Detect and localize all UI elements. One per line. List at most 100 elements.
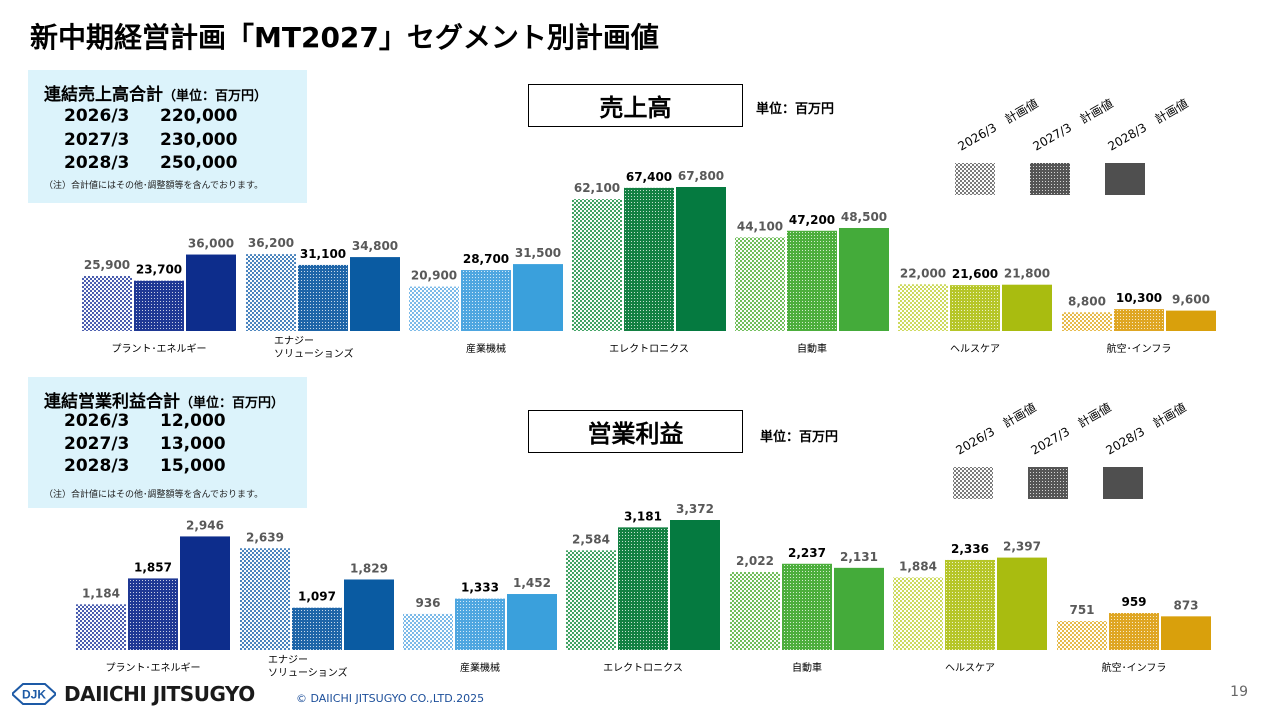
data-label: 873	[1173, 598, 1198, 612]
category-group: 936 1,333 1,452 産業機械	[403, 576, 557, 674]
data-label: 21,800	[1004, 267, 1050, 281]
djk-logo-icon: DJK	[10, 683, 58, 705]
data-label: 8,800	[1068, 294, 1106, 308]
data-label: 936	[415, 596, 440, 610]
data-label: 751	[1069, 603, 1094, 617]
category-label: 自動車	[792, 661, 822, 674]
data-label: 21,600	[952, 267, 998, 281]
category-group: 2,639 1,097 1,829 エナジーソリューションズ	[240, 530, 394, 679]
category-group: 751 959 873 航空･インフラ	[1057, 595, 1211, 674]
bar	[344, 579, 394, 650]
sales-summary-year: 2028/3	[64, 153, 130, 173]
legend-label: 2028/3 計画値	[1103, 399, 1189, 457]
sales-summary-row: 2026/3 220,000	[64, 106, 237, 126]
sales-summary-value: 220,000	[160, 106, 238, 126]
data-label: 47,200	[789, 213, 835, 227]
profit-summary-year: 2027/3	[64, 434, 130, 454]
profit-summary-year: 2026/3	[64, 411, 130, 431]
sales-summary-value: 230,000	[160, 130, 238, 150]
category-label: ヘルスケア	[950, 343, 1000, 355]
data-label: 2,397	[1003, 540, 1041, 554]
category-group: 8,800 10,300 9,600 航空･インフラ	[1062, 291, 1216, 355]
profit-summary-row: 2028/3 15,000	[64, 456, 226, 476]
profit-summary-value: 13,000	[160, 434, 226, 454]
bar	[670, 520, 720, 650]
bar	[246, 254, 296, 331]
category-label: 航空･インフラ	[1102, 661, 1167, 674]
category-label: エナジーソリューションズ	[274, 335, 354, 360]
data-label: 1,829	[350, 561, 388, 575]
bar	[461, 270, 511, 331]
profit-summary-heading: 連結営業利益合計（単位：百万円）	[44, 387, 284, 412]
bar	[1057, 621, 1107, 650]
sales-chart-title: 売上高	[528, 84, 743, 127]
legend-label: 2026/3 計画値	[955, 95, 1041, 153]
legend-label: 2027/3 計画値	[1028, 399, 1114, 457]
bar	[507, 594, 557, 650]
category-group: 62,100 67,400 67,800 エレクトロニクス	[572, 169, 726, 355]
data-label: 3,181	[624, 509, 662, 523]
category-label: 航空･インフラ	[1107, 342, 1172, 355]
legend-swatch	[1028, 467, 1068, 499]
category-label: ヘルスケア	[945, 662, 995, 674]
category-group: 25,900 23,700 36,000 プラント･エネルギー	[82, 237, 236, 355]
bar	[403, 613, 453, 650]
bar	[618, 527, 668, 650]
bar	[186, 254, 236, 331]
copyright: © DAIICHI JITSUGYO CO.,LTD.2025	[296, 692, 485, 705]
bar	[566, 550, 616, 650]
bar	[1166, 310, 1216, 331]
category-label: プラント･エネルギー	[112, 343, 207, 355]
bar	[624, 187, 674, 331]
bar	[350, 257, 400, 331]
sales-summary-year: 2026/3	[64, 106, 130, 126]
category-label: エナジーソリューションズ	[268, 654, 348, 679]
data-label: 959	[1121, 595, 1146, 609]
data-label: 1,857	[134, 560, 172, 574]
bar	[1002, 284, 1052, 331]
bar	[898, 284, 948, 331]
bar	[1109, 613, 1159, 650]
data-label: 10,300	[1116, 291, 1162, 305]
sales-summary-heading: 連結売上高合計（単位：百万円）	[44, 80, 267, 105]
bar	[82, 275, 132, 331]
bar	[180, 536, 230, 650]
category-label: エレクトロニクス	[603, 662, 683, 674]
category-group: 20,900 28,700 31,500 産業機械	[409, 246, 563, 355]
data-label: 34,800	[352, 239, 398, 253]
sales-summary-title: 連結売上高合計	[44, 85, 163, 105]
company-logo: DJK DAIICHI JITSUGYO	[10, 682, 255, 706]
bar	[572, 199, 622, 331]
data-label: 36,200	[248, 236, 294, 250]
bar	[240, 548, 290, 650]
category-group: 2,022 2,237 2,131 自動車	[730, 546, 884, 674]
legend-swatch	[955, 163, 995, 195]
sales-summary-year: 2027/3	[64, 130, 130, 150]
data-label: 31,500	[515, 246, 561, 260]
page-title: 新中期経営計画「MT2027」セグメント別計画値	[30, 21, 659, 54]
data-label: 2,336	[951, 542, 989, 556]
bar	[730, 572, 780, 650]
profit-summary-unit: （単位：百万円）	[180, 396, 285, 411]
bar	[1062, 312, 1112, 331]
bar	[950, 285, 1000, 331]
legend-label: 2027/3 計画値	[1030, 95, 1116, 153]
bar	[409, 286, 459, 331]
data-label: 2,022	[736, 554, 774, 568]
profit-summary-value: 12,000	[160, 411, 226, 431]
legend-swatch	[1030, 163, 1070, 195]
data-label: 67,400	[626, 170, 672, 184]
category-label: 産業機械	[460, 661, 500, 674]
bar	[292, 607, 342, 650]
bar	[997, 557, 1047, 650]
data-label: 2,584	[572, 532, 610, 546]
profit-summary-year: 2028/3	[64, 456, 130, 476]
legend-label: 2028/3 計画値	[1105, 95, 1191, 153]
bar	[834, 567, 884, 650]
bar	[76, 604, 126, 650]
bar	[839, 227, 889, 331]
legend-swatch	[953, 467, 993, 499]
bar	[735, 237, 785, 331]
